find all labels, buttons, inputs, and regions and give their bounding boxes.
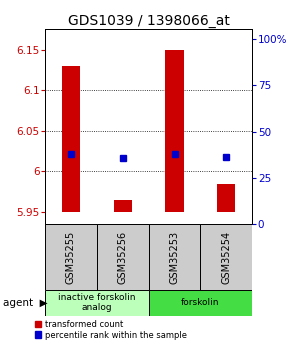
Text: agent  ▶: agent ▶ [3,298,48,308]
Bar [114,200,132,212]
Bar [45,224,97,290]
Legend: transformed count, percentile rank within the sample: transformed count, percentile rank withi… [35,320,187,339]
Bar [217,184,235,212]
Text: GSM35253: GSM35253 [170,230,180,284]
Bar [148,290,252,316]
Text: GSM35256: GSM35256 [118,230,128,284]
Text: inactive forskolin
analog: inactive forskolin analog [58,293,135,313]
Text: forskolin: forskolin [181,298,220,307]
Bar [200,224,252,290]
Text: GSM35255: GSM35255 [66,230,76,284]
Bar [148,224,200,290]
Bar [45,290,148,316]
Bar [166,50,184,212]
Title: GDS1039 / 1398066_at: GDS1039 / 1398066_at [68,14,230,28]
Bar [97,224,148,290]
Text: GSM35254: GSM35254 [221,230,231,284]
Bar [62,66,80,212]
